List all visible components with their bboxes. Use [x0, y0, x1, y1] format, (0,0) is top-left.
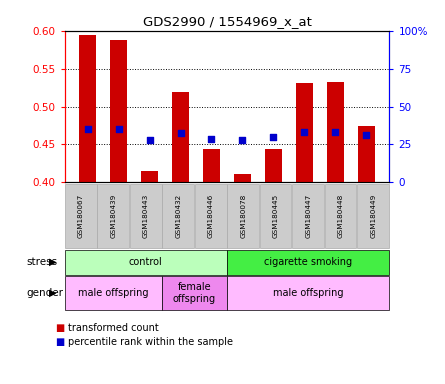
- Text: GSM180078: GSM180078: [240, 194, 246, 238]
- Text: gender: gender: [27, 288, 64, 298]
- Text: GSM180439: GSM180439: [110, 194, 116, 238]
- Bar: [358, 126, 375, 182]
- Point: [208, 136, 215, 142]
- Text: GSM180447: GSM180447: [305, 194, 311, 238]
- Point: [146, 137, 153, 143]
- Bar: [234, 174, 251, 182]
- Text: GSM180445: GSM180445: [273, 194, 279, 238]
- Text: percentile rank within the sample: percentile rank within the sample: [68, 337, 233, 347]
- Text: GSM180432: GSM180432: [175, 194, 181, 238]
- Bar: [296, 83, 313, 182]
- Point: [239, 137, 246, 143]
- Point: [301, 129, 308, 136]
- Text: GSM180446: GSM180446: [208, 194, 214, 238]
- Text: ■: ■: [56, 323, 65, 333]
- Text: GSM180067: GSM180067: [78, 194, 84, 238]
- Bar: [203, 149, 220, 182]
- Bar: [172, 92, 189, 182]
- Text: GSM180443: GSM180443: [143, 194, 149, 238]
- Point: [115, 126, 122, 132]
- Point: [177, 130, 184, 136]
- Text: GSM180449: GSM180449: [370, 194, 376, 238]
- Text: transformed count: transformed count: [68, 323, 159, 333]
- Bar: [141, 171, 158, 182]
- Text: male offspring: male offspring: [273, 288, 344, 298]
- Text: ▶: ▶: [49, 288, 56, 298]
- Text: stress: stress: [27, 257, 58, 267]
- Text: cigarette smoking: cigarette smoking: [264, 257, 352, 267]
- Text: ▶: ▶: [49, 257, 56, 267]
- Text: female
offspring: female offspring: [173, 282, 216, 304]
- Text: GSM180448: GSM180448: [338, 194, 344, 238]
- Text: control: control: [129, 257, 162, 267]
- Bar: [110, 40, 127, 182]
- Point: [84, 126, 91, 132]
- Text: male offspring: male offspring: [78, 288, 149, 298]
- Point: [270, 134, 277, 140]
- Bar: [265, 149, 282, 182]
- Point: [363, 132, 370, 139]
- Title: GDS2990 / 1554969_x_at: GDS2990 / 1554969_x_at: [142, 15, 312, 28]
- Bar: [327, 81, 344, 182]
- Bar: [79, 35, 96, 182]
- Text: ■: ■: [56, 337, 65, 347]
- Point: [332, 129, 339, 136]
